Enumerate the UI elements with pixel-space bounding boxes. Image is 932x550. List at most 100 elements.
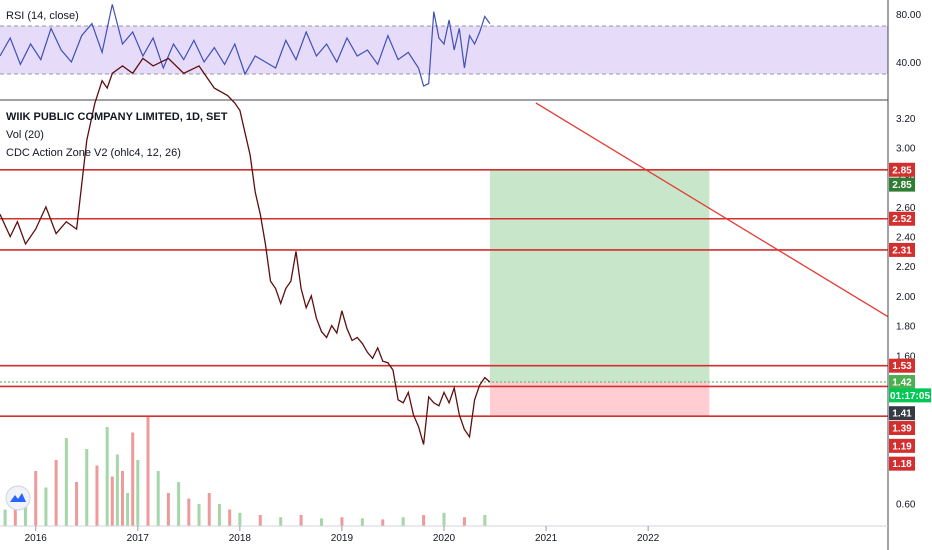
price-tag-box xyxy=(889,421,915,436)
volume-bar xyxy=(54,460,58,526)
volume-bar xyxy=(115,454,119,526)
target-zone xyxy=(489,169,710,383)
volume-bar xyxy=(299,515,303,526)
rsi-band xyxy=(0,26,888,74)
volume-bar xyxy=(381,519,385,526)
volume-bar xyxy=(462,517,466,526)
volume-bar xyxy=(228,509,232,526)
price-tag-box xyxy=(889,438,915,453)
price-tag-label: 2.31 xyxy=(892,245,912,256)
volume-bar xyxy=(75,482,79,526)
price-tag: 1.41 xyxy=(889,406,915,421)
time-axis-tick-label: 2016 xyxy=(25,533,48,544)
price-tag-box xyxy=(889,406,915,421)
time-axis-tick-label: 2019 xyxy=(331,533,354,544)
time-axis[interactable]: 2016 2017 2018 2019 2020 2021 2022 xyxy=(25,526,660,544)
horizontal-levels xyxy=(0,168,888,417)
price-tag: 2.85 xyxy=(889,162,915,177)
tradingview-logo-icon[interactable] xyxy=(5,485,31,511)
volume-bar xyxy=(44,487,48,526)
trend-line[interactable] xyxy=(535,102,889,318)
price-axis-tick-label: 2.00 xyxy=(896,292,916,303)
volume-bar xyxy=(146,416,150,526)
price-tag-box xyxy=(889,388,931,403)
volume-bar xyxy=(197,504,201,526)
price-tag-label: 1.19 xyxy=(892,441,912,452)
price-tag-box xyxy=(889,242,915,257)
volume-bar xyxy=(258,515,262,526)
volume-bar xyxy=(105,427,109,526)
price-tag: 1.53 xyxy=(889,358,915,373)
volume-bar xyxy=(24,498,28,526)
volume-bar xyxy=(207,493,211,526)
volume-bar xyxy=(85,449,89,526)
price-axis-tick-label: 1.80 xyxy=(896,322,916,333)
volume-bar xyxy=(238,512,242,526)
indicator-label[interactable]: CDC Action Zone V2 (ohlc4, 12, 26) xyxy=(6,147,181,159)
volume-bar xyxy=(136,460,140,526)
rsi-axis-tick-label: 80.00 xyxy=(896,10,921,21)
price-tag-box xyxy=(889,211,915,226)
time-axis-tick-label: 2017 xyxy=(127,533,150,544)
rsi-label[interactable]: RSI (14, close) xyxy=(6,10,79,22)
price-tag-label: 1.41 xyxy=(892,409,912,420)
price-tag: 01:17:05 xyxy=(889,388,931,403)
price-tag-box xyxy=(889,375,915,390)
rsi-series-line xyxy=(0,4,491,87)
volume-bar xyxy=(110,476,114,526)
price-axis-tick-label: 2.60 xyxy=(896,203,916,214)
price-tag: 1.39 xyxy=(889,421,915,436)
volume-bars xyxy=(3,416,487,526)
price-tag-label: 2.85 xyxy=(892,165,912,176)
price-tag-label: 01:17:05 xyxy=(890,391,930,402)
time-axis-tick-label: 2021 xyxy=(535,533,558,544)
price-tag-label: 1.39 xyxy=(892,424,912,435)
volume-bar xyxy=(177,482,181,526)
stop-zone xyxy=(489,382,710,417)
price-series-line xyxy=(0,57,491,445)
price-axis-tick-label: 2.40 xyxy=(896,233,916,244)
price-axis-tick-label: 1.60 xyxy=(896,351,916,362)
rsi-pane[interactable]: RSI (14, close) 80.00 40.00 xyxy=(0,4,921,87)
volume-bar xyxy=(95,465,99,526)
volume-bar xyxy=(360,518,364,526)
volume-bar xyxy=(120,471,124,526)
volume-bar xyxy=(156,471,160,526)
rsi-axis-tick-label: 40.00 xyxy=(896,58,921,69)
volume-bar xyxy=(131,432,135,526)
price-tag-box xyxy=(889,162,915,177)
volume-bar xyxy=(217,504,221,526)
price-axis-tick-label: 2.20 xyxy=(896,262,916,273)
time-axis-tick-label: 2022 xyxy=(637,533,660,544)
price-tag-label: 1.42 xyxy=(892,378,912,389)
price-tag-box xyxy=(889,456,915,471)
price-tag: 2.85 xyxy=(889,177,915,192)
price-tag: 2.52 xyxy=(889,211,915,226)
volume-bar xyxy=(166,493,170,526)
price-tag-box xyxy=(889,177,915,192)
price-tag: 1.19 xyxy=(889,438,915,453)
rsi-axis: 80.00 40.00 xyxy=(896,10,921,69)
price-pane[interactable]: WIIK PUBLIC COMPANY LIMITED, 1D, SET Vol… xyxy=(0,57,889,526)
volume-bar xyxy=(126,493,130,526)
price-axis-tick-label: 3.20 xyxy=(896,114,916,125)
volume-bar xyxy=(320,518,324,526)
volume-bar xyxy=(64,438,68,526)
volume-bar xyxy=(279,517,283,526)
volume-bar xyxy=(483,515,487,526)
time-axis-tick-label: 2018 xyxy=(229,533,252,544)
price-tag: 2.31 xyxy=(889,242,915,257)
symbol-title[interactable]: WIIK PUBLIC COMPANY LIMITED, 1D, SET xyxy=(6,111,228,123)
volume-bar xyxy=(340,517,344,526)
price-tag-label: 2.52 xyxy=(892,214,912,225)
price-tag: 1.18 xyxy=(889,456,915,471)
price-tags: 2.85 2.85 2.52 2.31 1.53 1.42 01:17:05 1.41 1.39… xyxy=(889,162,931,471)
volume-label[interactable]: Vol (20) xyxy=(6,129,44,141)
price-tag-box xyxy=(889,358,915,373)
volume-bar xyxy=(3,509,7,526)
volume-bar xyxy=(34,471,38,526)
volume-bar xyxy=(442,512,446,526)
volume-bar xyxy=(401,517,405,526)
